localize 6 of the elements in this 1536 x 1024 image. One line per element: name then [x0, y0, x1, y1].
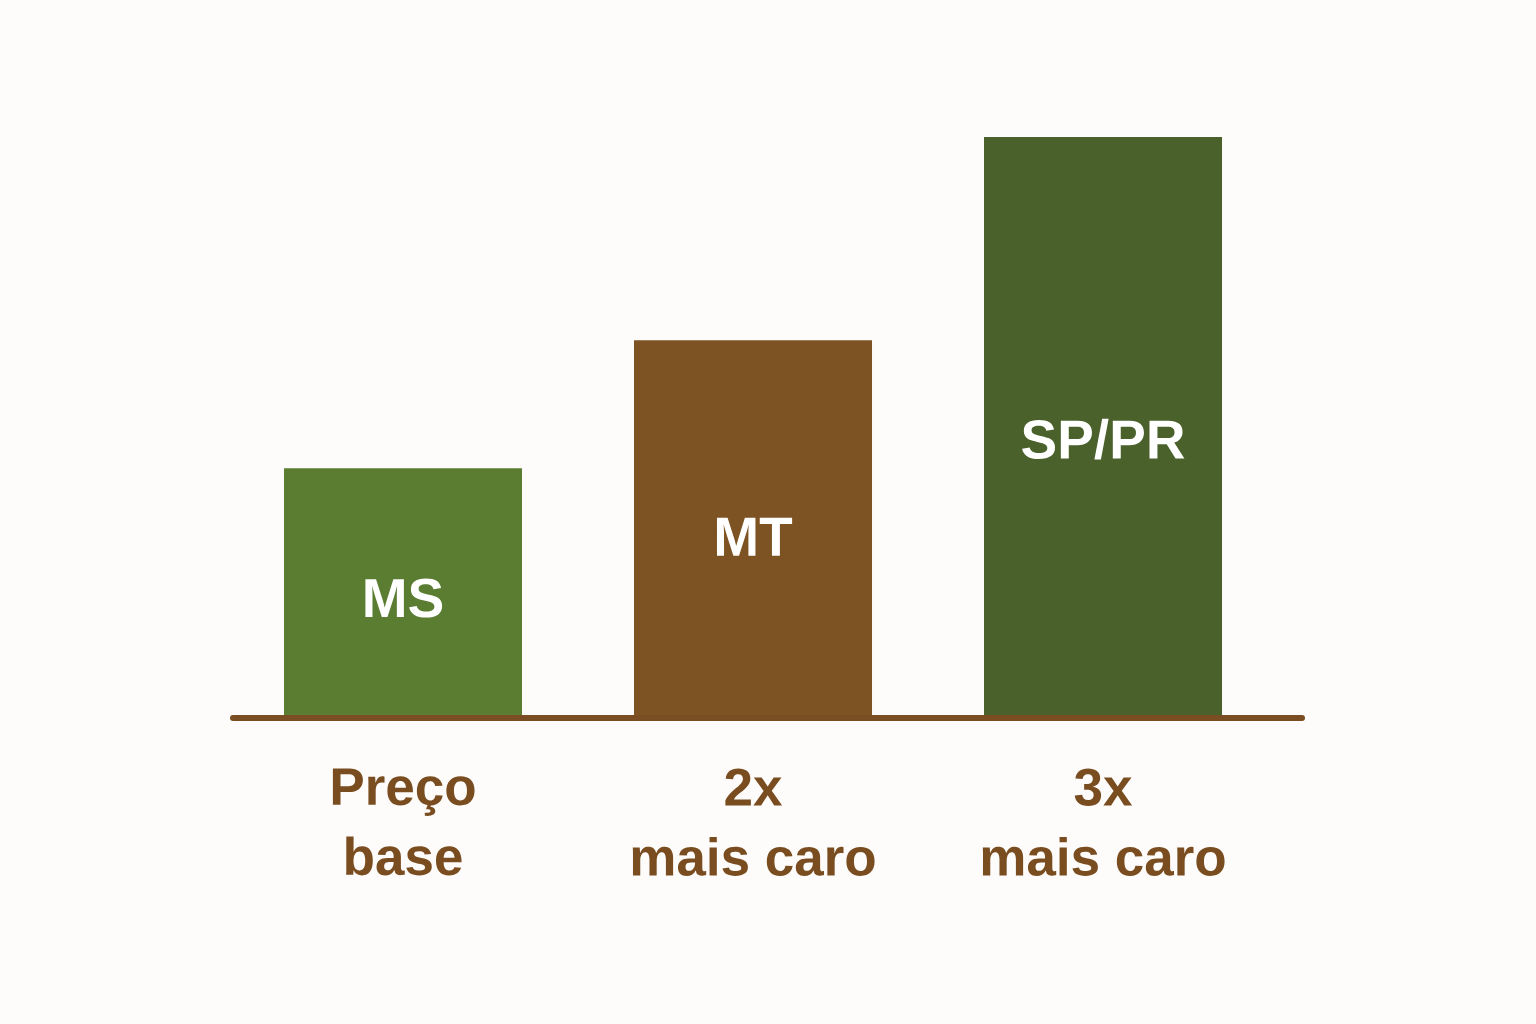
annotation: SP/PR — [1022, 418, 1185, 460]
x-tick-label: 3x mais caro — [982, 768, 1225, 876]
x-tick-label: Preço base — [332, 768, 475, 876]
x-tick-label: 2x mais caro — [632, 768, 875, 876]
annotation: MT — [716, 517, 793, 556]
annotation: MS — [365, 578, 443, 618]
